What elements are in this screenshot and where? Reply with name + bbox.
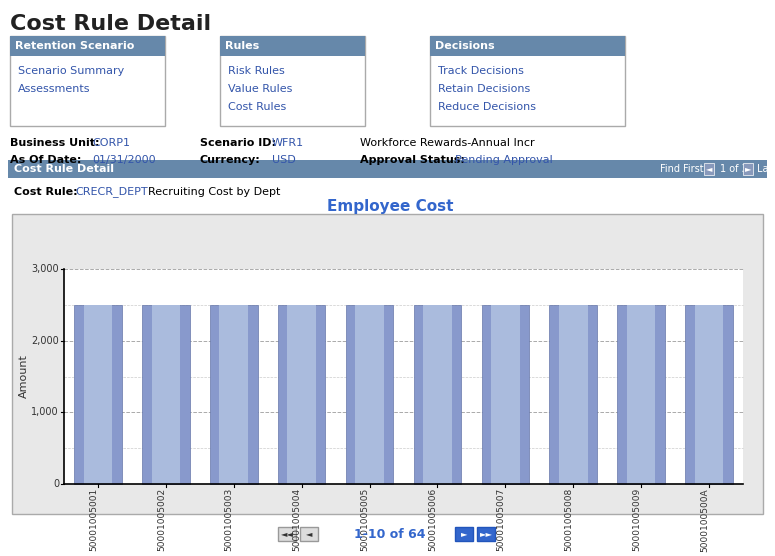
Text: 0: 0 — [53, 479, 59, 489]
Text: 50001005009: 50001005009 — [632, 488, 641, 551]
Bar — [300, 527, 318, 541]
Bar — [549, 305, 597, 484]
Bar — [288, 305, 316, 484]
Text: 50001005005: 50001005005 — [360, 488, 370, 551]
Bar — [12, 214, 763, 514]
Text: First: First — [683, 164, 704, 174]
Text: Scenario Summary: Scenario Summary — [18, 66, 124, 76]
Text: 50001005002: 50001005002 — [157, 488, 166, 551]
Bar — [220, 36, 365, 126]
Bar — [278, 305, 325, 484]
Text: Approval Status:: Approval Status: — [360, 155, 465, 165]
Text: 50001005001: 50001005001 — [89, 488, 98, 551]
Text: Scenario ID:: Scenario ID: — [200, 138, 276, 148]
Text: Pending Approval: Pending Approval — [455, 155, 553, 165]
Bar — [346, 305, 394, 484]
Text: Rules: Rules — [225, 41, 260, 51]
Bar — [559, 305, 587, 484]
Bar — [220, 36, 365, 56]
Text: ►: ► — [461, 529, 467, 539]
Text: ◄: ◄ — [306, 529, 312, 539]
Text: USD: USD — [272, 155, 296, 165]
Text: Assessments: Assessments — [18, 84, 91, 94]
Bar — [74, 305, 122, 484]
Text: Decisions: Decisions — [435, 41, 494, 51]
Bar — [219, 305, 248, 484]
Bar — [481, 305, 529, 484]
Text: Cost Rule Detail: Cost Rule Detail — [14, 164, 114, 174]
Text: Retention Scenario: Retention Scenario — [15, 41, 134, 51]
Text: 50001005007: 50001005007 — [496, 488, 505, 551]
Text: ◄◄: ◄◄ — [281, 529, 294, 539]
Bar — [430, 36, 625, 126]
Text: Find: Find — [660, 164, 680, 174]
Text: ►►: ►► — [480, 529, 492, 539]
Text: 1 of 3: 1 of 3 — [720, 164, 748, 174]
Text: 50001005008: 50001005008 — [564, 488, 573, 551]
Text: Last: Last — [757, 164, 775, 174]
Text: Currency:: Currency: — [200, 155, 260, 165]
Bar — [491, 305, 519, 484]
Bar — [210, 305, 257, 484]
Text: As Of Date:: As Of Date: — [10, 155, 81, 165]
Text: 50001005006: 50001005006 — [429, 488, 437, 551]
Bar — [423, 305, 452, 484]
Bar — [64, 269, 743, 484]
Bar — [627, 305, 656, 484]
Text: CRECR_DEPT: CRECR_DEPT — [75, 187, 147, 197]
Text: Amount: Amount — [19, 355, 29, 399]
Text: WFR1: WFR1 — [272, 138, 304, 148]
Text: 1,000: 1,000 — [31, 408, 59, 418]
Bar — [704, 163, 714, 175]
Bar — [278, 527, 296, 541]
Text: Recruiting Cost by Dept: Recruiting Cost by Dept — [148, 187, 281, 197]
Text: 5000100500A: 5000100500A — [700, 488, 709, 552]
Bar — [152, 305, 180, 484]
Text: Track Decisions: Track Decisions — [438, 66, 524, 76]
Text: Cost Rules: Cost Rules — [228, 102, 286, 112]
Bar — [414, 305, 461, 484]
Bar — [430, 36, 625, 56]
Bar — [695, 305, 723, 484]
Text: Workforce Rewards-Annual Incr: Workforce Rewards-Annual Incr — [360, 138, 535, 148]
Text: 2,000: 2,000 — [31, 336, 59, 346]
Text: 01/31/2000: 01/31/2000 — [92, 155, 156, 165]
Bar — [455, 527, 473, 541]
Bar — [685, 305, 733, 484]
Bar — [10, 36, 165, 126]
Bar — [10, 36, 165, 56]
Text: Reduce Decisions: Reduce Decisions — [438, 102, 536, 112]
Bar — [618, 305, 665, 484]
Text: 3,000: 3,000 — [31, 264, 59, 274]
Text: 50001005004: 50001005004 — [293, 488, 301, 551]
Text: Business Unit:: Business Unit: — [10, 138, 99, 148]
Text: Value Rules: Value Rules — [228, 84, 292, 94]
Text: ►: ► — [745, 165, 751, 173]
Bar — [743, 163, 753, 175]
Text: Cost Rule Detail: Cost Rule Detail — [10, 14, 211, 34]
Bar — [355, 305, 384, 484]
Text: 50001005003: 50001005003 — [225, 488, 234, 551]
Text: ◄: ◄ — [706, 165, 712, 173]
Bar — [477, 527, 495, 541]
Text: 1-10 of 64: 1-10 of 64 — [354, 528, 425, 540]
Bar — [84, 305, 112, 484]
Text: Employee Cost: Employee Cost — [327, 198, 453, 214]
Text: Cost Rule:: Cost Rule: — [14, 187, 78, 197]
Text: CORP1: CORP1 — [92, 138, 130, 148]
Text: Retain Decisions: Retain Decisions — [438, 84, 530, 94]
Text: Risk Rules: Risk Rules — [228, 66, 284, 76]
Bar — [142, 305, 190, 484]
Bar — [8, 160, 767, 178]
